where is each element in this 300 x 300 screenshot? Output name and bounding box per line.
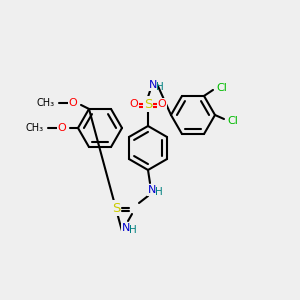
Text: Cl: Cl <box>217 83 227 93</box>
Text: S: S <box>144 98 152 110</box>
Text: N: N <box>122 223 130 233</box>
Text: N: N <box>148 185 156 195</box>
Text: S: S <box>112 202 120 214</box>
Text: O: O <box>130 99 138 109</box>
Text: CH₃: CH₃ <box>26 123 44 133</box>
Text: O: O <box>58 123 66 133</box>
Text: H: H <box>155 187 163 197</box>
Text: H: H <box>129 225 137 235</box>
Text: Cl: Cl <box>228 116 238 126</box>
Text: O: O <box>158 99 166 109</box>
Text: CH₃: CH₃ <box>37 98 55 108</box>
Text: N: N <box>149 80 157 90</box>
Text: O: O <box>69 98 77 108</box>
Text: H: H <box>156 82 164 92</box>
